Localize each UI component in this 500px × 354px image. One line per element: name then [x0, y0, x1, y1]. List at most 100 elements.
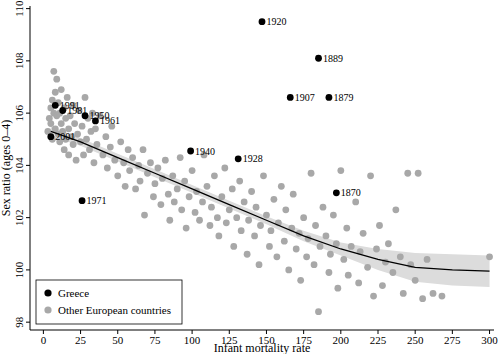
point-label: 1870 — [341, 187, 361, 198]
plot-area — [44, 18, 492, 315]
point — [92, 125, 99, 132]
point — [334, 285, 341, 292]
point — [290, 191, 297, 198]
point-label: 1907 — [295, 92, 315, 103]
point — [303, 253, 310, 260]
point — [162, 157, 169, 164]
point — [293, 246, 300, 253]
point — [260, 172, 267, 179]
point — [315, 55, 322, 62]
point — [287, 94, 294, 101]
x-tick-label: 250 — [407, 334, 424, 346]
point-label: 1920 — [267, 16, 287, 27]
point — [178, 206, 185, 213]
point — [208, 204, 215, 211]
point — [400, 290, 407, 297]
point — [154, 165, 161, 172]
point — [223, 219, 230, 226]
y-tick — [26, 8, 30, 9]
point — [352, 199, 359, 206]
point — [211, 172, 218, 179]
point — [397, 253, 404, 260]
point — [107, 144, 114, 151]
point — [52, 102, 59, 109]
point — [147, 159, 154, 166]
point — [486, 253, 493, 260]
x-tick-label: 50 — [112, 334, 124, 346]
point — [439, 293, 446, 300]
point — [218, 193, 225, 200]
point — [343, 225, 350, 232]
point-label: 1950 — [90, 110, 110, 121]
point — [248, 188, 255, 195]
point — [192, 209, 199, 216]
point — [80, 152, 87, 159]
point — [376, 222, 383, 229]
point — [257, 222, 264, 229]
point — [65, 152, 72, 159]
point — [150, 193, 157, 200]
point — [233, 214, 240, 221]
x-tick-label: 0 — [41, 334, 47, 346]
point — [323, 233, 330, 240]
point — [61, 146, 68, 153]
legend-label: Other European countries — [58, 304, 171, 316]
point — [364, 264, 371, 271]
point — [114, 172, 121, 179]
point — [419, 295, 426, 302]
point — [370, 293, 377, 300]
point — [266, 243, 273, 250]
point — [104, 165, 111, 172]
point — [165, 191, 172, 198]
point — [337, 167, 344, 174]
point — [157, 201, 164, 208]
x-tick-label: 75 — [149, 334, 161, 346]
point-label: 1928 — [243, 153, 263, 164]
y-tick-label: 104 — [13, 157, 25, 174]
point — [430, 290, 437, 297]
point — [214, 214, 221, 221]
point — [169, 172, 176, 179]
point — [326, 94, 333, 101]
point — [348, 243, 355, 250]
point — [73, 157, 80, 164]
point — [360, 230, 367, 237]
y-axis — [30, 6, 31, 330]
point — [82, 94, 89, 101]
point — [125, 146, 132, 153]
y-tick — [26, 165, 30, 166]
point — [311, 261, 318, 268]
x-tick-label: 100 — [184, 334, 201, 346]
point — [244, 251, 251, 258]
point — [373, 246, 380, 253]
point — [317, 243, 324, 250]
point — [268, 227, 275, 234]
point — [189, 167, 196, 174]
point — [47, 133, 54, 140]
point — [122, 183, 129, 190]
point-label: 1940 — [195, 146, 215, 157]
point — [281, 238, 288, 245]
point — [404, 170, 411, 177]
point — [253, 204, 260, 211]
legend-box — [36, 280, 182, 324]
point — [241, 199, 248, 206]
point — [333, 189, 340, 196]
point — [199, 199, 206, 206]
point — [58, 86, 65, 93]
point-label: 1971 — [87, 195, 107, 206]
point — [308, 170, 315, 177]
point — [129, 154, 136, 161]
point — [187, 148, 194, 155]
point — [355, 280, 362, 287]
point — [226, 206, 233, 213]
point — [385, 240, 392, 247]
y-tick-label: 98 — [13, 316, 25, 328]
point — [229, 186, 236, 193]
point — [102, 133, 109, 140]
y-axis-title: Sex ratio (ages 0–4) — [0, 120, 13, 216]
point-label: 1991 — [60, 100, 80, 111]
point — [221, 165, 228, 172]
point — [282, 206, 289, 213]
point — [166, 217, 173, 224]
